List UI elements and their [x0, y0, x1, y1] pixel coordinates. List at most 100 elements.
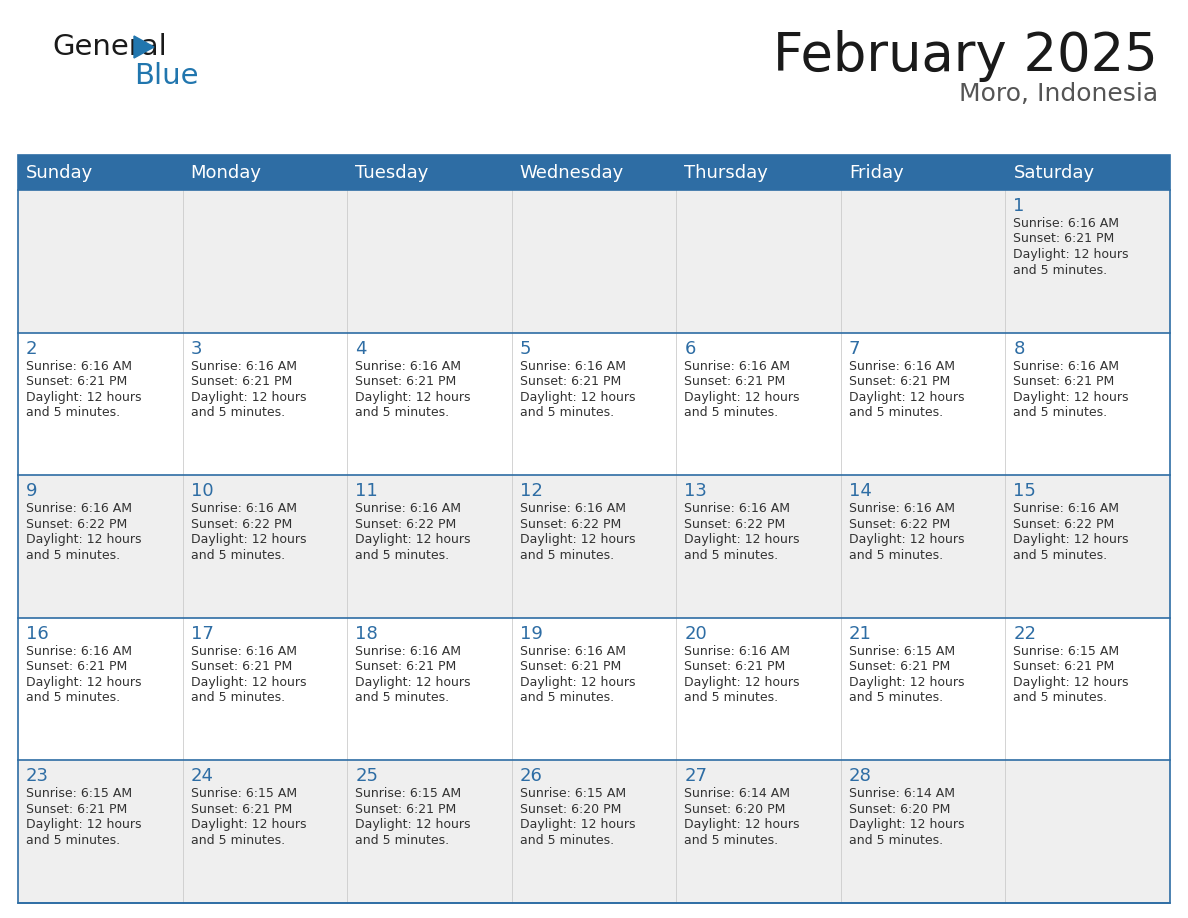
Text: Sunrise: 6:16 AM: Sunrise: 6:16 AM	[355, 502, 461, 515]
Text: Sunset: 6:21 PM: Sunset: 6:21 PM	[684, 375, 785, 388]
Text: 12: 12	[519, 482, 543, 500]
Text: Daylight: 12 hours: Daylight: 12 hours	[26, 533, 141, 546]
Text: Daylight: 12 hours: Daylight: 12 hours	[519, 390, 636, 404]
Text: 11: 11	[355, 482, 378, 500]
Text: 3: 3	[190, 340, 202, 358]
Text: Sunrise: 6:16 AM: Sunrise: 6:16 AM	[190, 360, 297, 373]
Text: 10: 10	[190, 482, 213, 500]
Text: 17: 17	[190, 625, 214, 643]
Text: and 5 minutes.: and 5 minutes.	[849, 691, 943, 704]
Text: and 5 minutes.: and 5 minutes.	[26, 691, 120, 704]
Text: Sunrise: 6:16 AM: Sunrise: 6:16 AM	[1013, 502, 1119, 515]
Text: and 5 minutes.: and 5 minutes.	[190, 549, 285, 562]
Text: Moro, Indonesia: Moro, Indonesia	[959, 82, 1158, 106]
Text: 20: 20	[684, 625, 707, 643]
Text: and 5 minutes.: and 5 minutes.	[26, 406, 120, 420]
Text: 6: 6	[684, 340, 696, 358]
Text: Sunrise: 6:16 AM: Sunrise: 6:16 AM	[190, 644, 297, 658]
Text: Daylight: 12 hours: Daylight: 12 hours	[849, 819, 965, 832]
Text: Sunrise: 6:16 AM: Sunrise: 6:16 AM	[684, 644, 790, 658]
Text: Sunset: 6:22 PM: Sunset: 6:22 PM	[849, 518, 950, 531]
Text: Daylight: 12 hours: Daylight: 12 hours	[849, 533, 965, 546]
Text: and 5 minutes.: and 5 minutes.	[190, 406, 285, 420]
Text: Sunday: Sunday	[26, 163, 93, 182]
Text: and 5 minutes.: and 5 minutes.	[355, 834, 449, 847]
Text: Sunrise: 6:16 AM: Sunrise: 6:16 AM	[684, 502, 790, 515]
Text: Sunrise: 6:16 AM: Sunrise: 6:16 AM	[849, 502, 955, 515]
Text: Sunrise: 6:16 AM: Sunrise: 6:16 AM	[1013, 360, 1119, 373]
Text: and 5 minutes.: and 5 minutes.	[684, 691, 778, 704]
Text: February 2025: February 2025	[773, 30, 1158, 82]
Text: Daylight: 12 hours: Daylight: 12 hours	[1013, 533, 1129, 546]
Text: Daylight: 12 hours: Daylight: 12 hours	[1013, 676, 1129, 688]
Text: Sunrise: 6:16 AM: Sunrise: 6:16 AM	[26, 502, 132, 515]
Text: and 5 minutes.: and 5 minutes.	[684, 549, 778, 562]
Text: Sunset: 6:22 PM: Sunset: 6:22 PM	[190, 518, 292, 531]
Bar	[18, 618, 1170, 760]
Text: Sunset: 6:21 PM: Sunset: 6:21 PM	[26, 803, 127, 816]
Text: Sunrise: 6:16 AM: Sunrise: 6:16 AM	[355, 644, 461, 658]
Text: Sunset: 6:21 PM: Sunset: 6:21 PM	[684, 660, 785, 673]
Text: Sunset: 6:21 PM: Sunset: 6:21 PM	[190, 660, 292, 673]
Text: Blue: Blue	[134, 62, 198, 90]
Text: and 5 minutes.: and 5 minutes.	[355, 549, 449, 562]
Text: Sunrise: 6:16 AM: Sunrise: 6:16 AM	[684, 360, 790, 373]
Text: Thursday: Thursday	[684, 163, 769, 182]
Text: Sunset: 6:22 PM: Sunset: 6:22 PM	[684, 518, 785, 531]
Text: Sunrise: 6:16 AM: Sunrise: 6:16 AM	[519, 502, 626, 515]
Text: Sunrise: 6:16 AM: Sunrise: 6:16 AM	[26, 360, 132, 373]
Text: Daylight: 12 hours: Daylight: 12 hours	[1013, 248, 1129, 261]
Text: Sunset: 6:21 PM: Sunset: 6:21 PM	[519, 375, 621, 388]
Text: and 5 minutes.: and 5 minutes.	[519, 406, 614, 420]
Text: and 5 minutes.: and 5 minutes.	[684, 406, 778, 420]
Text: and 5 minutes.: and 5 minutes.	[355, 406, 449, 420]
Text: 22: 22	[1013, 625, 1036, 643]
Text: Sunset: 6:21 PM: Sunset: 6:21 PM	[519, 660, 621, 673]
Text: and 5 minutes.: and 5 minutes.	[684, 834, 778, 847]
Text: Sunset: 6:21 PM: Sunset: 6:21 PM	[849, 660, 950, 673]
Text: Daylight: 12 hours: Daylight: 12 hours	[684, 676, 800, 688]
Text: Sunrise: 6:16 AM: Sunrise: 6:16 AM	[190, 502, 297, 515]
Text: Daylight: 12 hours: Daylight: 12 hours	[26, 819, 141, 832]
Text: Sunrise: 6:16 AM: Sunrise: 6:16 AM	[1013, 217, 1119, 230]
Text: Daylight: 12 hours: Daylight: 12 hours	[190, 390, 307, 404]
Text: 25: 25	[355, 767, 378, 786]
Text: Sunrise: 6:14 AM: Sunrise: 6:14 AM	[684, 788, 790, 800]
Text: Daylight: 12 hours: Daylight: 12 hours	[355, 533, 470, 546]
Text: Sunset: 6:21 PM: Sunset: 6:21 PM	[1013, 660, 1114, 673]
Text: Sunrise: 6:15 AM: Sunrise: 6:15 AM	[849, 644, 955, 658]
Text: Sunset: 6:21 PM: Sunset: 6:21 PM	[26, 375, 127, 388]
Text: Sunset: 6:20 PM: Sunset: 6:20 PM	[684, 803, 785, 816]
Text: Sunrise: 6:15 AM: Sunrise: 6:15 AM	[190, 788, 297, 800]
Text: 26: 26	[519, 767, 543, 786]
Text: 13: 13	[684, 482, 707, 500]
Text: Sunset: 6:21 PM: Sunset: 6:21 PM	[355, 803, 456, 816]
Bar	[18, 190, 1170, 332]
Text: Sunset: 6:22 PM: Sunset: 6:22 PM	[1013, 518, 1114, 531]
Text: and 5 minutes.: and 5 minutes.	[1013, 406, 1107, 420]
Text: Sunrise: 6:16 AM: Sunrise: 6:16 AM	[26, 644, 132, 658]
Text: Sunrise: 6:16 AM: Sunrise: 6:16 AM	[849, 360, 955, 373]
Text: 5: 5	[519, 340, 531, 358]
Text: 27: 27	[684, 767, 707, 786]
Text: Tuesday: Tuesday	[355, 163, 429, 182]
Text: Sunset: 6:21 PM: Sunset: 6:21 PM	[355, 375, 456, 388]
Text: Sunset: 6:21 PM: Sunset: 6:21 PM	[849, 375, 950, 388]
Text: and 5 minutes.: and 5 minutes.	[849, 549, 943, 562]
Text: Sunrise: 6:16 AM: Sunrise: 6:16 AM	[355, 360, 461, 373]
Text: Sunset: 6:21 PM: Sunset: 6:21 PM	[355, 660, 456, 673]
Text: 18: 18	[355, 625, 378, 643]
Text: Daylight: 12 hours: Daylight: 12 hours	[355, 676, 470, 688]
Text: Sunset: 6:22 PM: Sunset: 6:22 PM	[26, 518, 127, 531]
Text: Sunrise: 6:16 AM: Sunrise: 6:16 AM	[519, 644, 626, 658]
Bar	[18, 332, 1170, 476]
Text: Daylight: 12 hours: Daylight: 12 hours	[190, 676, 307, 688]
Text: Sunrise: 6:15 AM: Sunrise: 6:15 AM	[519, 788, 626, 800]
Text: Saturday: Saturday	[1013, 163, 1094, 182]
Text: 14: 14	[849, 482, 872, 500]
Bar	[18, 476, 1170, 618]
Text: Daylight: 12 hours: Daylight: 12 hours	[1013, 390, 1129, 404]
Text: Daylight: 12 hours: Daylight: 12 hours	[684, 819, 800, 832]
Text: and 5 minutes.: and 5 minutes.	[849, 406, 943, 420]
Text: Wednesday: Wednesday	[519, 163, 624, 182]
